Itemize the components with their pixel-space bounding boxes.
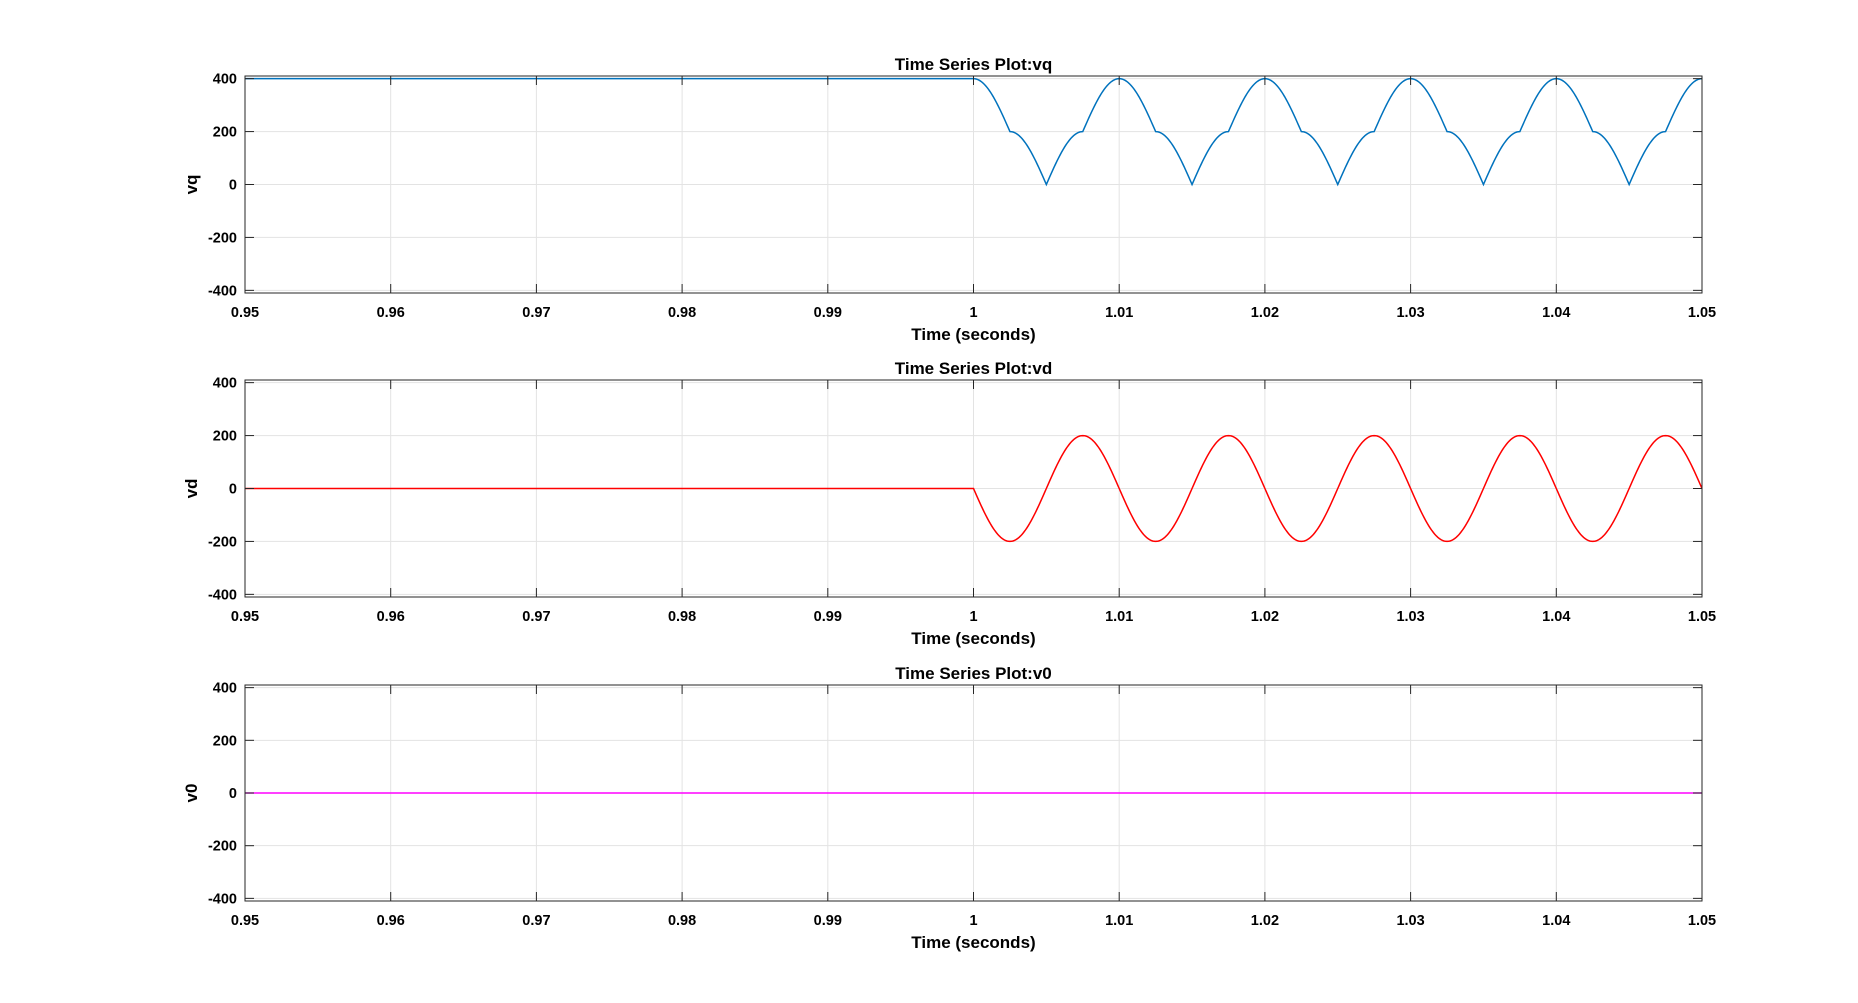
x-tick-label: 0.96 [377, 913, 405, 929]
y-axis-label: v0 [182, 784, 201, 803]
y-tick-label: 200 [213, 429, 237, 445]
x-tick-label: 1.05 [1688, 913, 1716, 929]
x-tick-label: 0.99 [814, 305, 842, 321]
x-tick-label: 1.05 [1688, 305, 1716, 321]
x-tick-label: 1.01 [1105, 609, 1133, 625]
x-axis-label: Time (seconds) [911, 325, 1035, 344]
x-tick-label: 0.99 [814, 609, 842, 625]
subplot-2: 0.95 0.96 0.97 0.98 0.99 1 1.01 1.02 1.03 1.04 1.0… [182, 359, 1716, 648]
x-tick-label: 1.03 [1396, 305, 1424, 321]
x-tick-label: 1 [969, 913, 977, 929]
x-tick-label: 1 [969, 609, 977, 625]
x-tick-label: 0.97 [522, 305, 550, 321]
y-tick-label: 0 [229, 178, 237, 194]
y-tick-label: 200 [213, 125, 237, 141]
y-tick-label: 400 [213, 72, 237, 88]
x-tick-label: 1.03 [1396, 609, 1424, 625]
x-tick-label: 1.05 [1688, 609, 1716, 625]
x-tick-label: 0.96 [377, 305, 405, 321]
y-tick-label: -400 [208, 587, 237, 603]
y-tick-label: -200 [208, 230, 237, 246]
x-tick-label: 0.96 [377, 609, 405, 625]
y-axis-label: vd [182, 479, 201, 499]
x-tick-label: 1.02 [1251, 609, 1279, 625]
y-tick-label: -400 [208, 891, 237, 907]
subplot-1: 0.95 0.96 0.97 0.98 0.99 1 1.01 1.02 1.03 1.04 1.0… [182, 55, 1716, 344]
y-tick-label: -200 [208, 534, 237, 550]
y-axis-label: vq [182, 175, 201, 195]
x-tick-label: 1.04 [1542, 913, 1570, 929]
x-tick-label: 0.99 [814, 913, 842, 929]
chart-title: Time Series Plot:vq [895, 55, 1052, 74]
series-line-2 [245, 434, 1703, 543]
chart-title: Time Series Plot:v0 [895, 664, 1052, 683]
x-tick-label: 0.95 [231, 305, 259, 321]
x-tick-label: 0.98 [668, 913, 696, 929]
subplot-3: 0.95 0.96 0.97 0.98 0.99 1 1.01 1.02 1.03 1.04 1.0… [182, 664, 1716, 952]
y-tick-label: -200 [208, 839, 237, 855]
y-tick-label: 0 [229, 482, 237, 498]
series-line-1 [245, 77, 1703, 187]
x-tick-label: 0.97 [522, 913, 550, 929]
x-axis-label: Time (seconds) [911, 629, 1035, 648]
x-tick-label: 0.98 [668, 609, 696, 625]
x-tick-label: 1.01 [1105, 913, 1133, 929]
x-tick-label: 0.95 [231, 913, 259, 929]
x-axis-label: Time (seconds) [911, 933, 1035, 952]
chart-title: Time Series Plot:vd [895, 359, 1052, 378]
y-tick-label: 400 [213, 681, 237, 697]
y-tick-label: 200 [213, 733, 237, 749]
x-tick-label: 0.97 [522, 609, 550, 625]
x-tick-label: 1 [969, 305, 977, 321]
x-tick-label: 1.01 [1105, 305, 1133, 321]
x-tick-label: 1.04 [1542, 305, 1570, 321]
y-tick-label: 400 [213, 376, 237, 392]
x-tick-label: 1.03 [1396, 913, 1424, 929]
x-tick-label: 0.98 [668, 305, 696, 321]
y-tick-label: 0 [229, 786, 237, 802]
x-tick-label: 1.04 [1542, 609, 1570, 625]
y-tick-label: -400 [208, 283, 237, 299]
x-tick-label: 0.95 [231, 609, 259, 625]
x-tick-label: 1.02 [1251, 305, 1279, 321]
x-tick-label: 1.02 [1251, 913, 1279, 929]
